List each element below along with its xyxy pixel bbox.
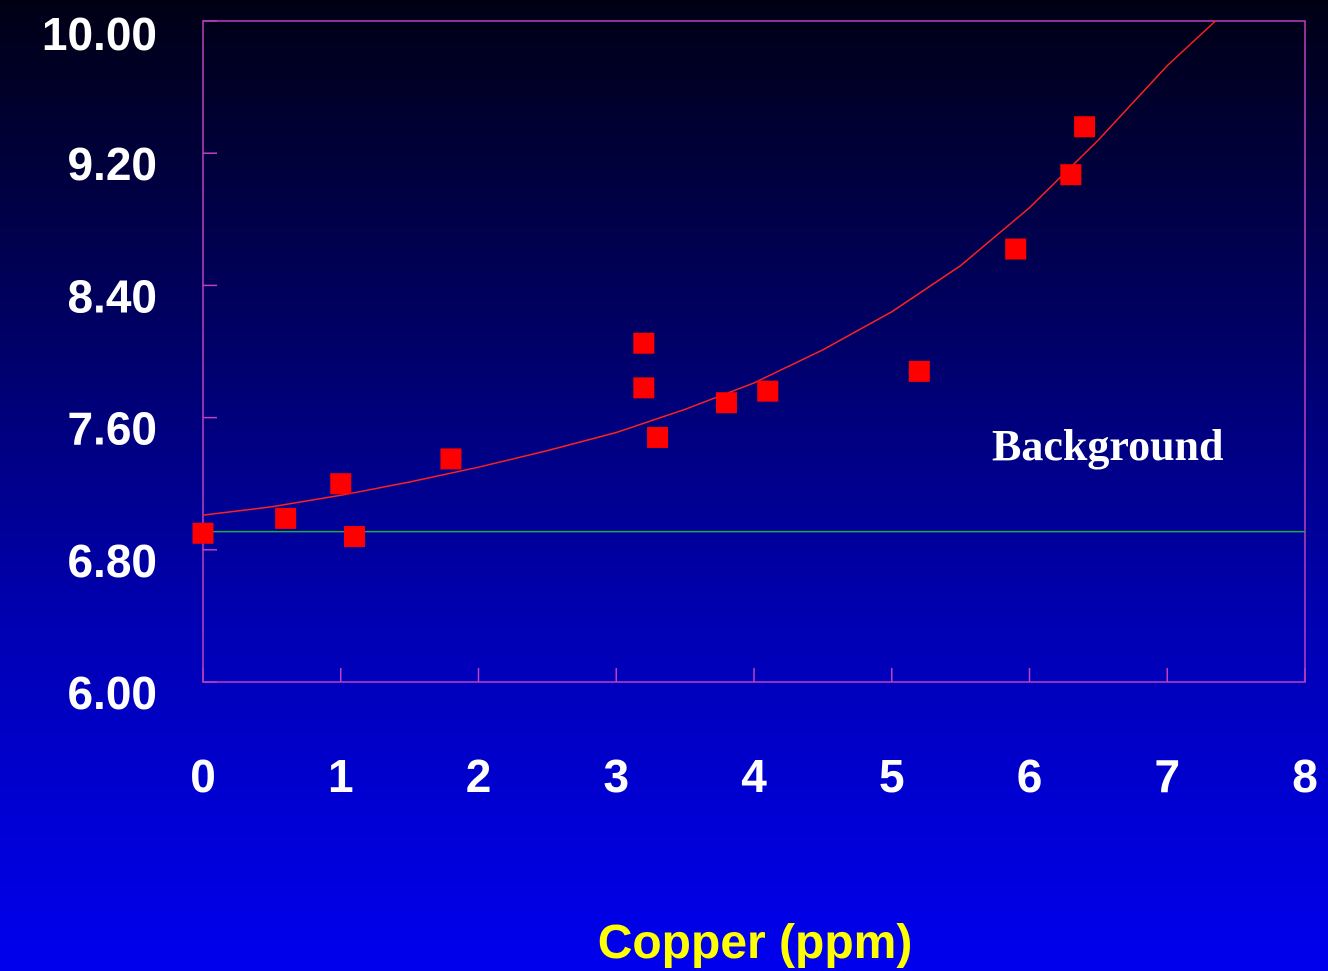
data-point [192, 522, 214, 544]
x-ticks: 0 1 2 3 4 5 6 7 8 [190, 668, 1318, 802]
y-ticks: 6.00 6.80 7.60 8.40 9.20 10.00 [42, 8, 217, 719]
data-point [1060, 164, 1082, 186]
y-tick-label: 6.00 [67, 667, 157, 719]
x-tick-label: 5 [879, 750, 905, 802]
series-points [192, 116, 1096, 548]
plot-frame-layer [202, 20, 1306, 683]
data-point [330, 473, 352, 495]
x-tick-label: 7 [1154, 750, 1180, 802]
background-annotation: Background [992, 421, 1224, 470]
annotations: Background [992, 421, 1224, 470]
data-point [908, 360, 930, 382]
x-tick-label: 0 [190, 750, 216, 802]
data-point [275, 507, 297, 529]
x-tick-label: 4 [741, 750, 767, 802]
x-tick-label: 1 [328, 750, 354, 802]
x-tick-label: 2 [466, 750, 492, 802]
data-point [1074, 116, 1096, 138]
y-tick-label: 8.40 [67, 270, 157, 322]
data-point [440, 448, 462, 470]
y-tick-label: 9.20 [67, 138, 157, 190]
data-point [633, 332, 655, 354]
x-axis-title: Copper (ppm) [598, 916, 913, 969]
x-tick-label: 6 [1017, 750, 1043, 802]
y-tick-label: 6.80 [67, 535, 157, 587]
data-point [633, 377, 655, 399]
y-tick-label: 7.60 [67, 403, 157, 455]
data-point [757, 380, 779, 402]
data-point [715, 392, 737, 414]
data-point [344, 526, 366, 548]
y-tick-label: 10.00 [42, 8, 157, 60]
data-point [1005, 238, 1027, 260]
plot-frame [202, 20, 1306, 683]
x-tick-label: 3 [603, 750, 629, 802]
x-tick-label: 8 [1292, 750, 1318, 802]
data-point [647, 426, 669, 448]
